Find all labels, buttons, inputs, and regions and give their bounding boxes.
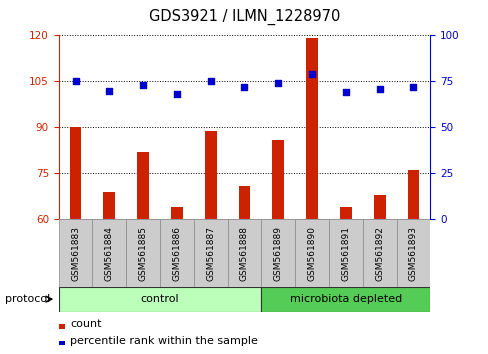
Text: GSM561886: GSM561886 — [172, 225, 181, 281]
Point — [206, 79, 214, 84]
Bar — [396, 219, 429, 287]
Point — [173, 91, 181, 97]
Bar — [295, 219, 328, 287]
Text: control: control — [141, 294, 179, 304]
Point — [375, 86, 383, 92]
Text: GSM561884: GSM561884 — [104, 225, 114, 281]
Point — [341, 90, 349, 95]
Bar — [407, 170, 419, 219]
Bar — [204, 131, 216, 219]
Point — [307, 71, 315, 77]
Bar — [261, 287, 429, 312]
Point — [274, 80, 282, 86]
Bar — [171, 207, 183, 219]
Bar — [160, 219, 193, 287]
Bar — [103, 192, 115, 219]
Bar — [59, 219, 92, 287]
Text: GSM561887: GSM561887 — [206, 225, 215, 281]
Bar — [137, 152, 149, 219]
Bar — [328, 219, 362, 287]
Point — [139, 82, 147, 88]
Text: percentile rank within the sample: percentile rank within the sample — [70, 336, 258, 346]
Bar — [59, 287, 261, 312]
Point — [240, 84, 248, 90]
Point — [72, 79, 80, 84]
Bar — [59, 341, 64, 345]
Bar — [193, 219, 227, 287]
Text: GSM561883: GSM561883 — [71, 225, 80, 281]
Text: protocol: protocol — [5, 294, 50, 304]
Point — [408, 84, 416, 90]
Bar — [373, 195, 385, 219]
Text: GSM561891: GSM561891 — [341, 225, 349, 281]
Bar — [69, 127, 81, 219]
Bar — [227, 219, 261, 287]
Bar — [126, 219, 160, 287]
Bar — [339, 207, 351, 219]
Text: GDS3921 / ILMN_1228970: GDS3921 / ILMN_1228970 — [148, 8, 340, 25]
Text: GSM561892: GSM561892 — [374, 225, 384, 281]
Text: GSM561893: GSM561893 — [408, 225, 417, 281]
Bar — [261, 219, 295, 287]
Bar — [59, 324, 64, 329]
Point — [105, 88, 113, 93]
Bar — [238, 186, 250, 219]
Text: count: count — [70, 319, 102, 329]
Text: microbiota depleted: microbiota depleted — [289, 294, 401, 304]
Text: GSM561890: GSM561890 — [307, 225, 316, 281]
Text: GSM561889: GSM561889 — [273, 225, 282, 281]
Bar — [92, 219, 126, 287]
Bar — [305, 39, 317, 219]
Bar — [272, 140, 284, 219]
Text: GSM561885: GSM561885 — [139, 225, 147, 281]
Bar — [362, 219, 396, 287]
Text: GSM561888: GSM561888 — [240, 225, 248, 281]
